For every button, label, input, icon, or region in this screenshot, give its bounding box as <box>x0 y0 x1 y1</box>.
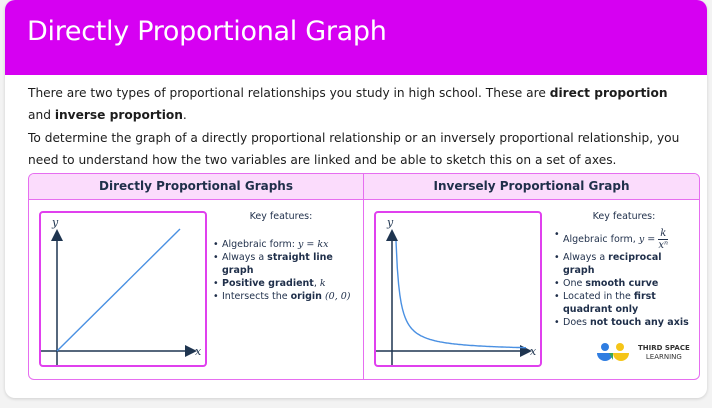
feature-text: Algebraic form, <box>563 234 639 245</box>
math-text: (0, 0) <box>324 291 351 302</box>
x-axis-label: x <box>195 345 202 358</box>
feature-item: Algebraic form: y = kx <box>213 238 363 251</box>
direct-line <box>56 228 181 352</box>
text: There are two types of proportional rela… <box>28 86 550 100</box>
intro-paragraph-2: To determine the graph of a directly pro… <box>28 127 693 171</box>
direct-feature-list: Algebraic form: y = kxAlways a straight … <box>213 238 363 303</box>
numerator: k <box>658 228 669 240</box>
feature-item: Does not touch any axis <box>554 316 694 329</box>
inverse-feature-list: Algebraic form, y = kxⁿ Always a recipro… <box>554 228 694 329</box>
math-text: k <box>319 278 326 289</box>
feature-item: Algebraic form, y = kxⁿ <box>554 228 694 251</box>
feature-item: Intersects the origin (0, 0) <box>213 290 363 303</box>
bold-text: smooth curve <box>585 278 659 289</box>
third-space-learning-logo: THIRD SPACE LEARNING <box>596 342 690 364</box>
inverse-graph-svg: x y <box>376 216 537 365</box>
page-title: Directly Proportional Graph <box>27 16 387 47</box>
header: Directly Proportional Graph <box>5 0 707 75</box>
formula-lhs: y = <box>638 234 656 245</box>
y-axis-label: y <box>51 216 59 229</box>
text: Algebraic form: <box>222 239 299 250</box>
text: To determine the graph of a directly pro… <box>28 131 680 167</box>
math-text: y = kx <box>298 239 329 250</box>
bold-text: not touch any axis <box>589 317 689 328</box>
direct-panel: Directly Proportional Graphs x y Key fea… <box>29 174 364 379</box>
logo-line-2: LEARNING <box>645 353 682 361</box>
inverse-panel: Inversely Proportional Graph x y Key fea… <box>364 174 699 379</box>
comparison-box: Directly Proportional Graphs x y Key fea… <box>28 173 700 380</box>
bold-text: Positive gradient <box>222 278 314 289</box>
bold-text: straight line graph <box>222 252 333 276</box>
logo-line-1: THIRD SPACE <box>638 344 690 352</box>
inverse-title: Inversely Proportional Graph <box>364 174 699 200</box>
direct-key-features: Key features: Algebraic form: y = kxAlwa… <box>213 211 363 303</box>
feature-item: Located in the first quadrant only <box>554 290 694 316</box>
text: One <box>563 278 586 289</box>
text: Always a <box>563 252 609 263</box>
intro-paragraph-1: There are two types of proportional rela… <box>28 82 693 126</box>
text: and <box>28 108 55 122</box>
bold-text: inverse proportion <box>54 108 183 122</box>
text: Always a <box>222 252 268 263</box>
y-axis-label: y <box>386 216 394 229</box>
text: Intersects the <box>222 291 291 302</box>
bold-text: direct proportion <box>549 86 668 100</box>
reciprocal-curve <box>395 240 526 349</box>
feature-item: One smooth curve <box>554 277 694 290</box>
direct-graph-svg: x y <box>41 216 202 365</box>
bold-text: origin <box>290 291 322 302</box>
x-axis-label: x <box>530 345 537 358</box>
direct-graph: x y <box>39 211 207 367</box>
feature-item: Always a reciprocal graph <box>554 251 694 277</box>
inverse-graph: x y <box>374 211 542 367</box>
text: Located in the <box>563 291 634 302</box>
feature-item: Always a straight line graph <box>213 251 363 277</box>
inverse-key-features: Key features: Algebraic form, y = kxⁿ Al… <box>554 211 694 329</box>
text: Does <box>563 317 590 328</box>
key-features-title: Key features: <box>249 211 313 222</box>
formula-fraction: k xⁿ <box>658 228 669 251</box>
bold-text: reciprocal graph <box>563 252 662 276</box>
bold-text: first quadrant only <box>563 291 656 315</box>
feature-item: Positive gradient, k <box>213 277 363 290</box>
card: Directly Proportional Graph There are tw… <box>5 0 707 398</box>
logo-icon <box>597 343 629 361</box>
denominator: xⁿ <box>658 240 669 251</box>
text: . <box>182 108 187 122</box>
key-features-title: Key features: <box>592 211 656 222</box>
direct-title: Directly Proportional Graphs <box>29 174 363 200</box>
text: , <box>313 278 320 289</box>
